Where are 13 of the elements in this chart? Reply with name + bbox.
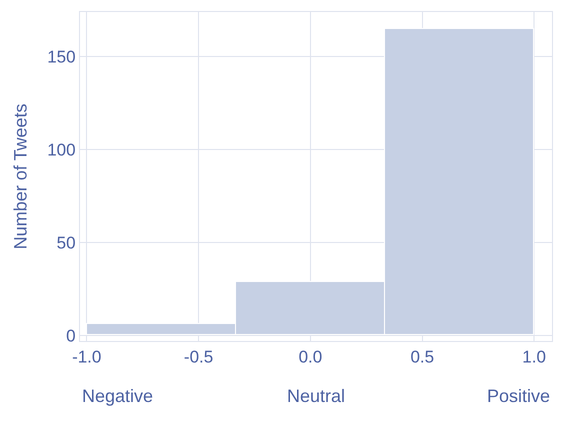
y-tick-label: 0: [66, 326, 76, 346]
text: Neutral: [287, 386, 346, 406]
x-tick-label: -1.0: [72, 347, 102, 366]
x-tick-label: 1.0: [522, 347, 546, 366]
x-tick-label: 0.0: [298, 347, 322, 366]
y-axis-title: Number of Tweets: [10, 104, 30, 250]
text: Positive: [487, 386, 550, 406]
y-tick-label: 150: [47, 48, 76, 67]
x-tick-label: -0.5: [184, 347, 214, 366]
y-tick-label: 50: [56, 233, 76, 252]
text: Negative: [82, 386, 154, 406]
x-tick-label: 0.5: [410, 347, 434, 366]
y-tick-label: 100: [47, 140, 76, 160]
